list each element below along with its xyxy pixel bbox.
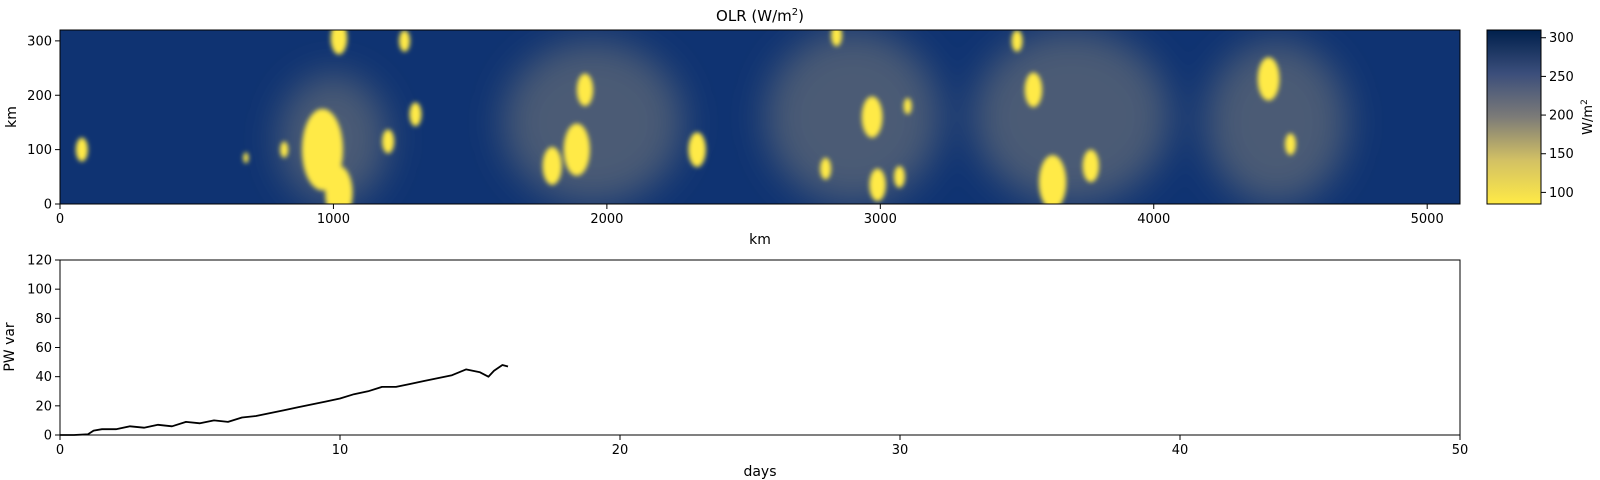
y-tick-label: 0 <box>44 198 52 213</box>
olr-plot-frame <box>59 29 1461 205</box>
x-tick-label: 10 <box>332 443 349 458</box>
x-tick-label: 50 <box>1452 443 1469 458</box>
x-tick-label: 0 <box>56 212 64 227</box>
olr-panel: OLR (W/m2) 0 1000 2000 3000 4000 5000 0 100 200… <box>4 7 1596 248</box>
cloud-core <box>75 137 88 162</box>
cloud-core <box>1285 133 1296 156</box>
pw-y-axis: 0 20 40 60 80 100 120 <box>27 254 60 444</box>
cloudy-region <box>973 30 1171 204</box>
x-tick-label: 0 <box>56 443 64 458</box>
cloudy-region <box>502 40 684 204</box>
y-tick-label: 40 <box>35 370 52 385</box>
olr-y-axis: 0 100 200 300 <box>27 34 60 213</box>
x-tick-label: 30 <box>892 443 909 458</box>
cloud-core <box>1038 155 1067 204</box>
olr-title: OLR (W/m2) <box>716 7 804 25</box>
pw-y-label: PW var <box>2 322 18 372</box>
colorbar-ticks: 100 150 200 250 300 <box>1541 31 1574 201</box>
cloud-core <box>399 30 410 52</box>
colorbar-tick-label: 300 <box>1549 31 1574 46</box>
pw-panel: 0 10 20 30 40 50 0 20 40 60 80 100 120 days PW var <box>2 254 1468 480</box>
y-tick-label: 0 <box>44 429 52 444</box>
y-tick-label: 300 <box>27 34 52 49</box>
y-tick-label: 100 <box>27 283 52 298</box>
pw-plot-frame <box>59 259 1461 436</box>
cloud-core <box>1011 30 1023 52</box>
cloud-core <box>280 141 289 158</box>
cloud-core <box>243 152 249 164</box>
cloud-core <box>563 123 590 176</box>
cloud-core <box>576 73 594 107</box>
x-tick-label: 1000 <box>317 212 350 227</box>
cloud-core <box>542 146 562 185</box>
colorbar: 100 150 200 250 300 W/m2 <box>1486 29 1596 205</box>
olr-heatmap <box>60 30 1460 204</box>
cloud-core <box>409 102 422 127</box>
cloud-core <box>325 165 353 204</box>
x-tick-label: 40 <box>1172 443 1189 458</box>
y-tick-label: 120 <box>27 254 52 269</box>
cloud-core <box>893 165 905 188</box>
cloud-core <box>688 132 706 168</box>
colorbar-tick-label: 250 <box>1549 70 1574 85</box>
x-tick-label: 2000 <box>590 212 623 227</box>
olr-cloud-cores <box>75 30 1296 204</box>
y-tick-label: 100 <box>27 143 52 158</box>
pw-var-line <box>60 364 509 436</box>
cloud-core <box>382 129 395 154</box>
y-tick-label: 60 <box>35 341 52 356</box>
cloudy-region <box>1205 40 1348 204</box>
colorbar-tick-label: 100 <box>1549 186 1574 201</box>
cloud-core <box>831 30 843 47</box>
cloud-core <box>861 96 883 138</box>
olr-y-label: km <box>4 106 20 128</box>
olr-x-label: km <box>749 232 771 248</box>
y-tick-label: 80 <box>35 312 52 327</box>
colorbar-gradient <box>1486 29 1542 205</box>
x-tick-label: 5000 <box>1411 212 1444 227</box>
cloud-core <box>820 157 832 180</box>
cloudy-region <box>765 30 941 204</box>
x-tick-label: 4000 <box>1137 212 1170 227</box>
colorbar-label: W/m2 <box>1580 99 1596 135</box>
y-tick-label: 20 <box>35 399 52 414</box>
pw-x-axis: 0 10 20 30 40 50 <box>56 435 1468 458</box>
y-tick-label: 200 <box>27 89 52 104</box>
pw-x-label: days <box>743 464 776 480</box>
cloud-core <box>330 30 348 55</box>
cloud-core <box>903 97 912 115</box>
x-tick-label: 3000 <box>864 212 897 227</box>
olr-x-axis: 0 1000 2000 3000 4000 5000 <box>56 204 1444 227</box>
cloud-core <box>1082 149 1100 183</box>
cloud-core <box>1024 72 1043 108</box>
cloud-core <box>1257 57 1280 101</box>
colorbar-tick-label: 150 <box>1549 147 1574 162</box>
cloud-core <box>869 168 886 202</box>
x-tick-label: 20 <box>612 443 629 458</box>
colorbar-tick-label: 200 <box>1549 109 1574 124</box>
